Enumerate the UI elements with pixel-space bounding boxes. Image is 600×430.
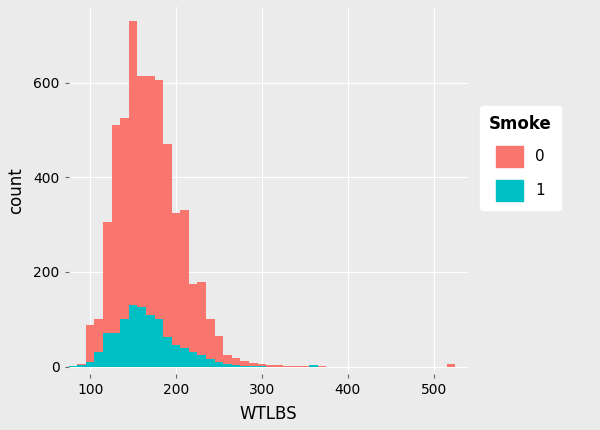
Bar (223, 355, 232, 367)
Bar (232, 365, 241, 367)
Bar (241, 366, 249, 367)
Bar (446, 364, 455, 367)
Bar (112, 334, 120, 367)
Bar (103, 334, 112, 367)
Bar (77, 365, 86, 367)
Bar (103, 222, 112, 367)
Bar (189, 353, 197, 367)
Bar (257, 366, 266, 367)
Bar (215, 336, 223, 367)
Bar (241, 361, 249, 367)
Bar (275, 365, 283, 367)
Bar (283, 366, 292, 367)
Bar (163, 144, 172, 367)
Bar (181, 210, 189, 367)
Bar (129, 21, 137, 367)
Bar (257, 364, 266, 367)
Legend: 0, 1: 0, 1 (479, 106, 561, 210)
Bar (94, 353, 103, 367)
Bar (172, 213, 181, 367)
Bar (172, 345, 181, 367)
Bar (68, 366, 77, 367)
Bar (301, 366, 309, 367)
Bar (181, 348, 189, 367)
Bar (215, 362, 223, 367)
Bar (112, 125, 120, 367)
Bar (129, 305, 137, 367)
Bar (292, 366, 301, 367)
Bar (206, 319, 215, 367)
Bar (232, 358, 241, 367)
Bar (155, 319, 163, 367)
Bar (86, 362, 94, 367)
Bar (146, 316, 155, 367)
Bar (309, 366, 318, 367)
Y-axis label: count: count (7, 167, 25, 214)
Bar (137, 76, 146, 367)
Bar (120, 118, 129, 367)
X-axis label: WTLBS: WTLBS (239, 405, 297, 423)
Bar (206, 359, 215, 367)
Bar (318, 366, 326, 367)
Bar (77, 364, 86, 367)
Bar (155, 80, 163, 367)
Bar (86, 325, 94, 367)
Bar (189, 284, 197, 367)
Bar (137, 307, 146, 367)
Bar (223, 364, 232, 367)
Bar (146, 76, 155, 367)
Bar (249, 366, 257, 367)
Bar (266, 365, 275, 367)
Bar (68, 366, 77, 367)
Bar (94, 319, 103, 367)
Bar (120, 319, 129, 367)
Bar (197, 355, 206, 367)
Bar (249, 363, 257, 367)
Bar (163, 337, 172, 367)
Bar (309, 365, 318, 367)
Bar (197, 283, 206, 367)
